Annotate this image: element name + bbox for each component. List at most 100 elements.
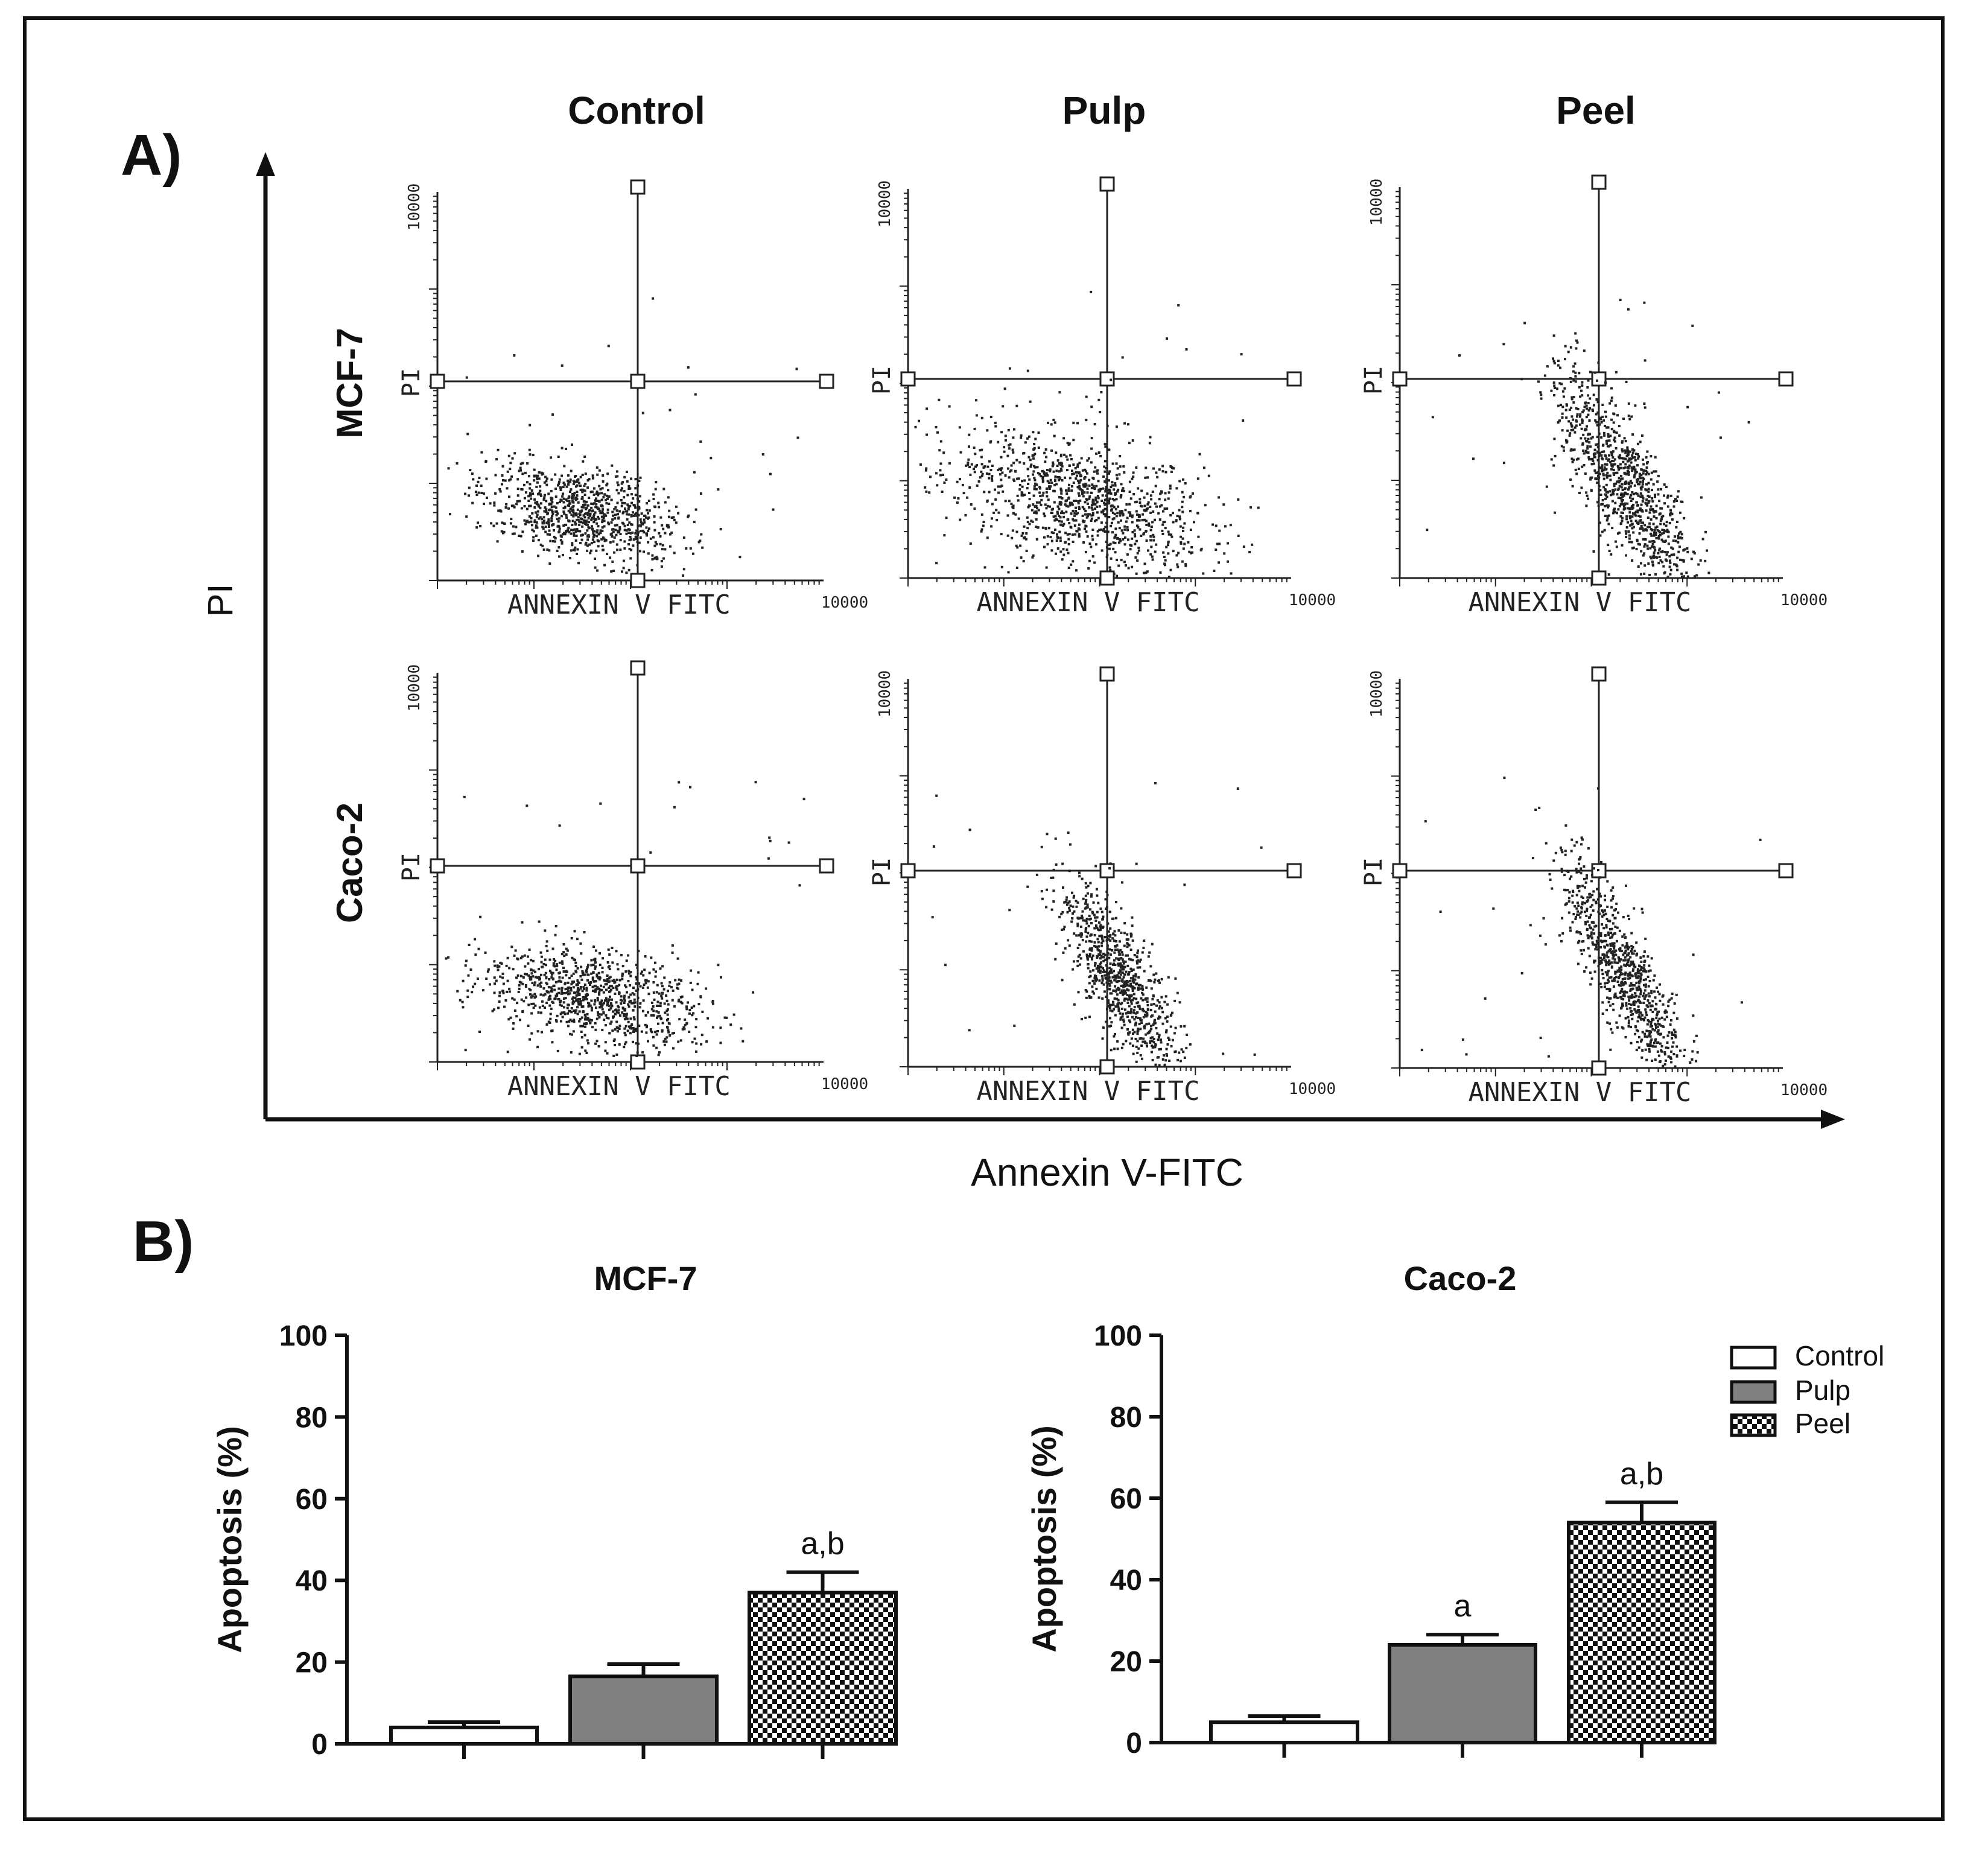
event-dot (596, 473, 599, 476)
event-dot (1562, 395, 1565, 398)
event-dot (573, 1019, 576, 1022)
event-dot (551, 1041, 554, 1044)
event-dot (545, 940, 548, 943)
event-dot (1090, 461, 1093, 464)
event-dot (605, 498, 608, 501)
event-dot (1114, 901, 1117, 903)
event-dot (592, 517, 595, 520)
event-dot (1135, 1002, 1138, 1005)
event-dot (1621, 520, 1624, 523)
event-dot (1583, 452, 1586, 455)
event-dot (1152, 510, 1155, 513)
event-dot (1610, 428, 1613, 431)
event-dot (661, 544, 664, 547)
event-dot (480, 485, 483, 488)
event-dot (579, 542, 582, 544)
event-dot (1058, 462, 1061, 465)
event-dot (1109, 953, 1112, 956)
event-dot (589, 1004, 592, 1007)
event-dot (615, 986, 618, 989)
event-dot (936, 431, 939, 434)
event-dot (576, 480, 578, 483)
event-dot (1572, 448, 1575, 451)
event-dot (939, 440, 942, 443)
event-dot (1169, 485, 1172, 488)
event-dot (1046, 469, 1049, 471)
event-dot (1034, 453, 1037, 456)
event-dot (1659, 533, 1662, 536)
event-dot (625, 532, 628, 535)
event-dot (615, 988, 618, 991)
event-dot (1616, 471, 1619, 474)
event-dot (524, 523, 527, 526)
event-dot (489, 502, 492, 505)
event-dot (1115, 515, 1118, 518)
event-dot (605, 999, 608, 1002)
event-dot (1037, 431, 1040, 434)
event-dot (1136, 1040, 1139, 1043)
event-dot (565, 970, 568, 973)
event-dot (609, 1022, 612, 1025)
event-dot (1624, 491, 1627, 494)
event-dot (1639, 480, 1642, 483)
event-dot (652, 493, 655, 496)
event-dot (1136, 966, 1139, 969)
event-dot (1178, 518, 1181, 521)
event-dot (1565, 404, 1568, 407)
event-dot (914, 425, 917, 428)
event-dot (574, 1011, 577, 1014)
event-dot (1000, 533, 1003, 536)
event-dot (1139, 504, 1142, 507)
event-dot (1115, 474, 1118, 477)
gate-handle (1286, 371, 1302, 387)
event-dot (1052, 876, 1055, 879)
event-dot (1237, 498, 1240, 501)
event-dot (536, 1046, 539, 1049)
event-dot (590, 1009, 593, 1012)
event-dot (1073, 500, 1076, 503)
event-dot (560, 515, 563, 518)
event-dot (662, 557, 665, 560)
event-dot (655, 1010, 658, 1013)
event-dot (1004, 474, 1007, 477)
event-dot (587, 964, 590, 967)
event-dot (673, 551, 676, 555)
event-dot (1107, 922, 1110, 925)
event-dot (1560, 404, 1562, 407)
event-dot (1078, 494, 1081, 497)
event-dot (942, 474, 944, 476)
event-dot (1023, 462, 1026, 465)
event-dot (605, 539, 608, 542)
event-dot (534, 970, 536, 973)
event-dot (675, 521, 678, 524)
event-dot (601, 1029, 604, 1031)
event-dot (548, 529, 551, 532)
event-dot (1111, 518, 1114, 521)
event-dot (1568, 408, 1571, 412)
event-dot (1125, 938, 1128, 941)
event-dot (1077, 527, 1080, 530)
event-dot (941, 491, 944, 493)
event-dot (1523, 322, 1526, 325)
event-dot (1052, 418, 1055, 421)
event-dot (509, 462, 512, 465)
event-dot (1654, 494, 1657, 497)
event-dot (1132, 974, 1135, 977)
event-dot (699, 492, 702, 495)
event-dot (1679, 530, 1682, 533)
event-dot (583, 512, 586, 515)
event-dot (967, 463, 970, 466)
event-dot (1660, 538, 1663, 541)
event-dot (477, 521, 480, 524)
event-dot (1121, 356, 1124, 359)
event-dot (1105, 540, 1108, 543)
event-dot (1674, 498, 1677, 500)
event-dot (1059, 516, 1062, 519)
event-dot (513, 452, 516, 455)
event-dot (1095, 977, 1097, 980)
event-dot (1114, 533, 1117, 536)
event-dot (1580, 437, 1583, 440)
event-dot (1084, 501, 1087, 504)
event-dot (516, 478, 519, 481)
event-dot (1004, 500, 1007, 503)
